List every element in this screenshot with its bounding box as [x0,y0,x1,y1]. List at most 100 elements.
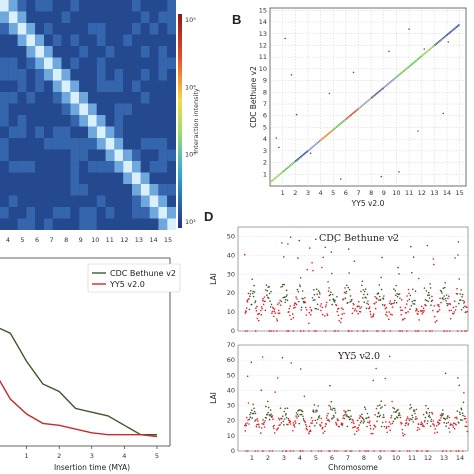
lai-point [406,295,408,297]
heatmap-cell [35,218,44,230]
lai-y-tick: 50 [227,371,235,379]
heatmap-cell [132,0,141,12]
colorbar-tick: 10⁵ [185,16,196,24]
synteny-segment [445,34,448,37]
lai-y-tick: 10 [227,308,235,316]
heatmap-cell [123,0,132,12]
heatmap-cell [8,46,18,58]
synteny-segment [418,56,421,59]
heatmap-cell [35,69,44,81]
lai-point [420,305,423,308]
lai-point [448,295,450,297]
lai-point [437,304,440,306]
lai-y-tick: 70 [227,341,235,349]
heatmap-cell [26,138,36,150]
lai-point [284,298,287,301]
heatmap-cell [0,138,9,150]
heatmap-cell [35,207,44,219]
lai-point [443,421,445,424]
lai-point [258,312,260,315]
lai-point [386,315,388,317]
lai-point [430,418,433,421]
lai-point [277,309,280,312]
heatmap-cell [70,149,80,161]
heatmap-cell [140,92,150,104]
synteny-segment [351,112,354,115]
lai-point [248,298,250,300]
lai-point [279,304,282,306]
synteny-segment [371,95,374,98]
lai-point [366,412,369,415]
heatmap-cell [17,69,27,81]
lai-point [420,421,423,424]
lai-point [449,330,451,332]
heatmap-cell [158,218,168,230]
lai-point [267,411,269,414]
heatmap-cell [26,11,36,23]
lai-point [383,330,386,332]
synteny-segment [390,79,393,83]
lai-point [321,426,324,429]
lai-point [432,309,434,312]
lai-point [386,431,388,434]
lai-point [324,306,327,308]
lai-point [364,408,367,410]
plot-b-y-tick: 1 [263,170,267,178]
lai-point [380,276,382,279]
lai-point [411,271,413,274]
heatmap-cell [123,80,132,92]
heatmap-cell [132,23,141,35]
lai-point [416,429,419,432]
lai-point [347,409,349,412]
lai-point [392,237,395,239]
synteny-outlier [295,113,298,116]
lai-point [286,330,288,332]
lai-point [425,330,427,332]
lai-point [305,427,308,430]
lai-point [279,407,282,409]
synteny-segment [294,159,297,163]
heatmap-cell [123,103,132,115]
lai-point [308,311,311,314]
heatmap-cell [0,126,9,138]
lai-x-tick: 1 [250,454,254,462]
lai-point [433,432,436,434]
lai-point [431,295,433,298]
heatmap-cell [70,57,80,69]
lai-x-tick: 5 [314,454,318,462]
lai-point [277,312,279,315]
heatmap-cell [0,172,9,184]
lai-point [365,297,367,299]
synteny-segment [318,139,321,143]
heatmap-cell [70,172,80,184]
heatmap-cell [140,161,150,173]
lai-point [278,312,281,314]
lai-point [450,423,452,426]
heatmap-cell [149,138,159,150]
lai-point [460,289,463,291]
synteny-outlier [398,171,400,173]
heatmap-cell [96,57,106,69]
lai-point [324,246,327,249]
lai-point [316,410,318,412]
heatmap-cell [88,218,97,230]
lai-point [348,288,351,291]
lai-point [253,410,256,413]
lai-point [314,419,317,422]
lai-point [353,303,355,306]
heatmap-cell [167,172,176,184]
lai-point [410,245,412,248]
heatmap-cell [70,34,80,46]
lai-point [417,277,420,280]
lai-point [251,409,253,411]
lai-point [261,307,263,310]
synteny-segment [395,75,399,78]
lai-point [304,421,307,424]
lai-point [326,415,328,417]
lai-point [457,330,459,332]
synteny-segment [378,90,381,93]
lai-point [464,305,466,307]
lai-point [311,422,313,424]
synteny-segment [360,105,363,108]
lai-point [284,301,286,304]
